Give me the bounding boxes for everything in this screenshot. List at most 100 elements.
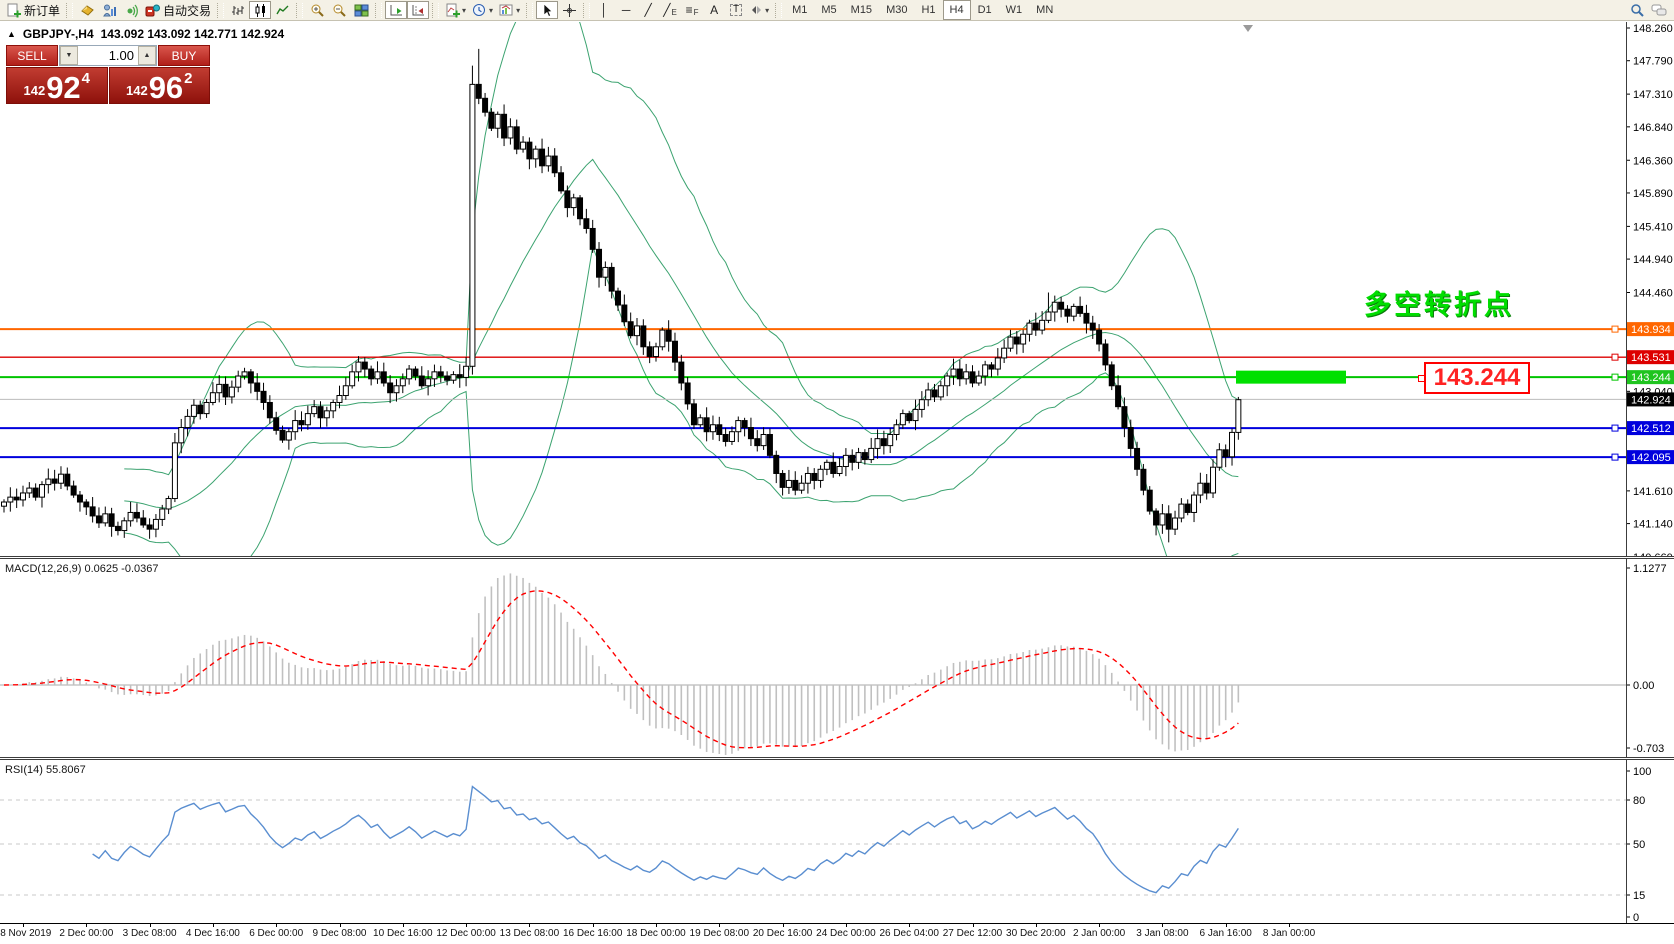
panel-separator[interactable] xyxy=(0,556,1674,559)
zoom-in-button[interactable] xyxy=(306,1,328,19)
search-button[interactable] xyxy=(1626,1,1648,19)
candle-bull xyxy=(171,442,178,500)
line-chart-button[interactable] xyxy=(271,1,293,19)
sell-button[interactable]: SELL xyxy=(6,45,58,66)
candle-bear xyxy=(361,361,368,370)
sell-price-button[interactable]: 142 92 4 xyxy=(6,67,108,104)
candle-bear xyxy=(298,420,305,426)
sound-alerts-button[interactable] xyxy=(120,1,142,19)
candle-bear xyxy=(703,417,710,433)
tile-windows-button[interactable] xyxy=(350,1,372,19)
trendline-button[interactable]: ╱ xyxy=(637,1,659,19)
toolbar-grip[interactable] xyxy=(526,2,534,18)
text-button[interactable]: A xyxy=(703,1,725,19)
indicators-button[interactable]: ▾ xyxy=(442,1,469,19)
data-window-button[interactable] xyxy=(98,1,120,19)
toolbar-grip[interactable] xyxy=(66,2,74,18)
candle-bull xyxy=(349,371,356,387)
time-tick xyxy=(529,924,531,927)
candle-bull xyxy=(1039,319,1046,331)
candle-bull xyxy=(190,404,197,417)
templates-button[interactable]: ▾ xyxy=(496,1,523,19)
collapse-arrow-icon[interactable]: ▲ xyxy=(7,29,16,39)
chart-shift-marker[interactable] xyxy=(1243,25,1253,32)
auto-trading-button[interactable]: 自动交易 xyxy=(142,1,214,19)
time-label: 28 Nov 2019 xyxy=(0,928,52,939)
zoom-out-button[interactable] xyxy=(328,1,350,19)
ohlc-values: 143.092 143.092 142.771 142.924 xyxy=(100,27,285,41)
bollinger-bands[interactable] xyxy=(124,22,1239,556)
timeframe-H4[interactable]: H4 xyxy=(942,0,971,20)
timeframe-M15[interactable]: M15 xyxy=(850,4,873,16)
timeframe-M5[interactable]: M5 xyxy=(821,4,837,16)
buy-price-button[interactable]: 142 96 2 xyxy=(108,67,210,104)
candle-bear xyxy=(64,473,71,487)
candle-bear xyxy=(1058,301,1065,310)
candle-bear xyxy=(969,371,976,384)
bar-chart-button[interactable] xyxy=(227,1,249,19)
toolbar-grip[interactable] xyxy=(217,2,225,18)
candle-bull xyxy=(798,482,805,491)
text-label-button[interactable]: T xyxy=(725,1,747,19)
candlestick-chart-button[interactable] xyxy=(249,1,272,19)
panel-separator[interactable] xyxy=(0,757,1674,760)
auto-scroll-button[interactable] xyxy=(385,1,408,19)
toolbar-grip[interactable] xyxy=(296,2,304,18)
equidistant-channel-button[interactable]: ╱ E xyxy=(659,1,681,19)
time-axis[interactable]: 28 Nov 2019 2 Dec 00:00 3 Dec 08:00 4 Dec 1… xyxy=(0,923,1674,944)
candle-bull xyxy=(545,155,552,167)
candle-bull xyxy=(602,266,609,278)
price-tick-label: 148.260 xyxy=(1633,23,1673,35)
toolbar-grip[interactable] xyxy=(583,2,591,18)
timeframe-M1[interactable]: M1 xyxy=(792,4,808,16)
timeframe-D1[interactable]: D1 xyxy=(977,4,992,16)
candle-bear xyxy=(475,83,482,99)
toolbar-grip[interactable] xyxy=(432,2,440,18)
candle-bull xyxy=(228,386,235,398)
candle-bear xyxy=(273,417,280,431)
candle-bull xyxy=(469,83,476,367)
highlight-zone[interactable] xyxy=(1236,370,1346,384)
dropdown-arrow-icon[interactable]: ▾ xyxy=(489,5,494,15)
timeframe-MN[interactable]: MN xyxy=(1036,4,1054,16)
crosshair-button[interactable] xyxy=(558,1,580,19)
timeframe-H1[interactable]: H1 xyxy=(921,4,936,16)
candle-bull xyxy=(925,389,932,401)
new-order-button[interactable]: 新订单 xyxy=(3,1,63,19)
profiles-button[interactable] xyxy=(76,1,98,19)
vertical-line-button[interactable]: │ xyxy=(593,1,615,19)
price-tick-label: 146.840 xyxy=(1633,122,1673,134)
macd-axis-label: -0.703 xyxy=(1633,743,1664,755)
timeframe-M30[interactable]: M30 xyxy=(886,4,908,16)
main-chart-canvas[interactable]: 148.260 147.790 147.310 146.840 146.360 145.8… xyxy=(0,22,1674,556)
volume-increase-button[interactable]: ▲ xyxy=(138,46,156,65)
fibonacci-button[interactable]: ≡ F xyxy=(681,1,703,19)
periods-button[interactable]: ▾ xyxy=(469,1,496,19)
price-callout-box[interactable]: 143.244 xyxy=(1418,362,1530,394)
toolbar-grip[interactable] xyxy=(375,2,383,18)
price-axis-line[interactable] xyxy=(1626,22,1627,923)
turning-point-annotation[interactable]: 多空转折点 xyxy=(1364,290,1514,320)
candle-bull xyxy=(304,413,311,426)
chat-button[interactable] xyxy=(1648,1,1671,19)
macd-panel-canvas[interactable]: 1.1277 0.00 -0.703 xyxy=(0,560,1674,757)
dropdown-arrow-icon[interactable]: ▾ xyxy=(765,5,770,15)
volume-value[interactable]: 1.00 xyxy=(108,48,134,63)
horizontal-lines[interactable] xyxy=(0,325,1626,461)
chart-shift-button[interactable] xyxy=(407,1,430,19)
buy-button[interactable]: BUY xyxy=(158,45,210,66)
line-chart-icon xyxy=(275,5,289,14)
dropdown-arrow-icon[interactable]: ▾ xyxy=(516,5,521,15)
bid-pip: 4 xyxy=(81,70,91,87)
candle-bear xyxy=(418,375,425,387)
cursor-button[interactable] xyxy=(536,1,559,19)
timeframe-W1[interactable]: W1 xyxy=(1005,4,1023,16)
toolbar-grip[interactable] xyxy=(775,2,783,18)
arrows-button[interactable]: ▾ xyxy=(747,1,772,19)
dropdown-arrow-icon[interactable]: ▾ xyxy=(462,5,467,15)
time-label: 20 Dec 16:00 xyxy=(752,928,813,939)
rsi-panel-canvas[interactable]: 100 80 50 15 0 xyxy=(0,761,1674,922)
horizontal-line-button[interactable]: ─ xyxy=(615,1,637,19)
rsi-level-label: 80 xyxy=(1633,795,1645,807)
volume-decrease-button[interactable]: ▼ xyxy=(60,46,78,65)
